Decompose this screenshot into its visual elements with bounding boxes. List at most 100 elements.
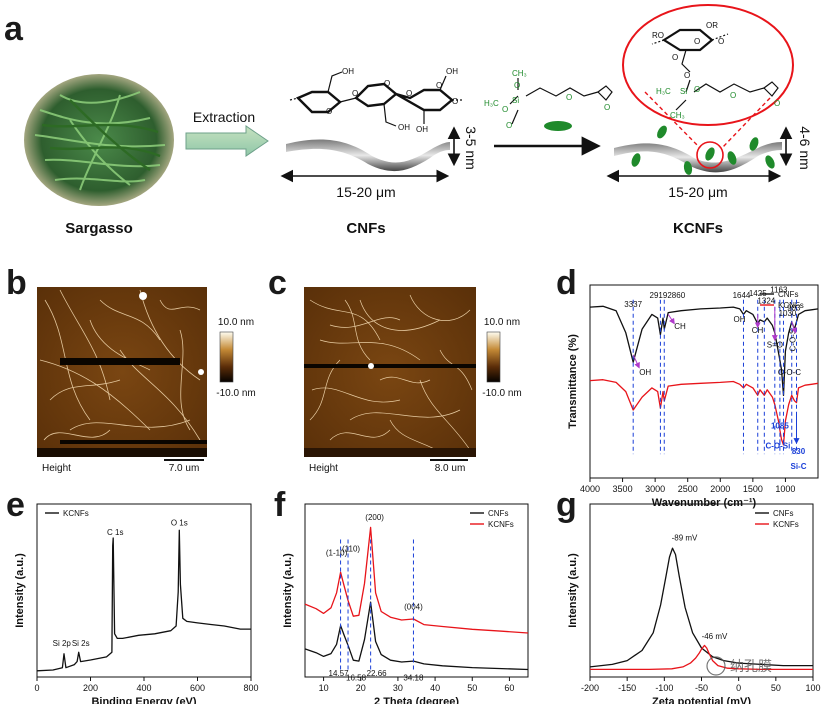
series-line-cnfs	[589, 547, 813, 668]
annotation: (110)	[342, 545, 360, 554]
kcnf-zoom-circle	[696, 141, 724, 169]
inset-ro: RO	[652, 31, 664, 40]
inset-h3c: H₃C	[656, 87, 671, 96]
kcnf-inset: RO OR O O O O Si O H₃C CH₃ O O	[622, 4, 794, 126]
inset-or: OR	[706, 21, 718, 30]
panel-b: b Height 7.0 um 10.0 nm -10.0 nm	[6, 264, 256, 474]
silane-ch3: CH₃	[512, 69, 527, 78]
inset-o-3: O	[672, 53, 678, 62]
panel-e-label: e	[6, 486, 25, 524]
annotation: (1-10)	[326, 548, 348, 557]
x-tick-label: 40	[430, 683, 440, 693]
annotation: -89 mV	[672, 534, 698, 543]
annotation: C-O-S	[789, 329, 798, 352]
annotation: Si 2p	[53, 639, 72, 648]
legend-label: KCNFs	[773, 520, 799, 529]
annotation: 1030	[779, 309, 797, 318]
annotation: (200)	[365, 513, 384, 522]
chem-o-2: O	[352, 89, 358, 98]
panel-a: a Sargasso Extraction	[4, 4, 813, 237]
x-tick-label: 2000	[710, 484, 730, 494]
kcnf-length: 15-20 μm	[668, 184, 727, 200]
chem-o-5: O	[436, 81, 442, 90]
x-axis-label: 2 Theta (degree)	[374, 696, 459, 704]
x-tick-label: 50	[467, 683, 477, 693]
x-tick-label: -100	[655, 683, 673, 693]
panel-b-label: b	[6, 264, 27, 302]
silane-h3c: H₃C	[484, 99, 499, 108]
inset-ch3: CH₃	[670, 111, 685, 120]
watermark: 纳孔膜	[706, 656, 772, 676]
cnf-length: 15-20 μm	[336, 184, 395, 200]
x-tick-label: 600	[190, 683, 205, 693]
series-line-cnfs	[304, 601, 529, 671]
annotation: C-O-Si	[765, 442, 790, 451]
annotation: C 1s	[107, 528, 123, 537]
afm-scale-min-c: -10.0 nm	[482, 388, 521, 399]
silane-o-1: O	[514, 81, 520, 90]
afm-scale-max-b: 10.0 nm	[218, 317, 254, 328]
kcnf-fiber	[614, 142, 782, 173]
silane-o-3: O	[506, 121, 512, 130]
afm-height-label-c: Height	[309, 463, 338, 474]
x-tick-label: 60	[504, 683, 514, 693]
x-tick-label: 0	[34, 683, 39, 693]
inset-line-left	[644, 91, 701, 149]
annotation: 1644	[733, 291, 751, 300]
silane-o-4: O	[566, 93, 572, 102]
afm-fibers-c	[309, 294, 473, 453]
inset-o-6: O	[730, 91, 736, 100]
cellulose-structure	[289, 71, 462, 127]
legend-label: CNFs	[773, 509, 793, 518]
peak-arrow	[667, 314, 675, 325]
chem-o-1: O	[326, 107, 332, 116]
annotation: O 1s	[171, 519, 188, 528]
kcnfs-label: KCNFs	[673, 220, 723, 237]
series-line-kcnfs	[304, 526, 529, 634]
silane-structure	[509, 78, 613, 125]
x-tick-label: 3000	[645, 484, 665, 494]
chem-oh-3: OH	[446, 67, 458, 76]
sargasso-photo	[24, 74, 174, 206]
extraction-label: Extraction	[193, 109, 255, 125]
inset-o-4: O	[684, 71, 690, 80]
x-tick-label: 3500	[613, 484, 633, 494]
afm-image-c	[304, 287, 476, 457]
chem-oh-1: OH	[342, 67, 354, 76]
x-tick-label: 20	[356, 683, 366, 693]
chart-e: 0 200 400 600 800 Binding Energy (eV) Intensit…	[14, 509, 259, 708]
annotation: 830	[792, 447, 806, 456]
cnf-fiber	[286, 139, 450, 172]
x-axis-label: Wavenumber (cm⁻¹)	[652, 497, 757, 509]
silane-o-5: O	[604, 103, 610, 112]
peak-arrow	[791, 321, 797, 334]
panel-a-label: a	[4, 10, 24, 48]
panel-d: d 4000 3500 3000 2500 2000 1500 1000 Wavenumber…	[556, 264, 819, 509]
chart-f-frame	[304, 503, 529, 678]
legend-label: KCNFs	[488, 520, 514, 529]
annotation: 2919	[650, 291, 668, 300]
panel-f-label: f	[274, 486, 286, 524]
x-tick-label: 10	[319, 683, 329, 693]
series-line-kcnfs	[589, 379, 819, 446]
chem-o-3: O	[384, 79, 390, 88]
panel-g: g -200 -150 -100 -50 0 50 100 Zeta potential (m…	[556, 486, 821, 708]
x-tick-label: 50	[771, 683, 781, 693]
chart-d: 4000 3500 3000 2500 2000 1500 1000 Wavenumber (…	[567, 285, 819, 509]
afm-scale-max-c: 10.0 nm	[484, 317, 520, 328]
silane-o-2: O	[502, 105, 508, 114]
x-axis-label: Binding Energy (eV)	[91, 696, 196, 704]
annotation: -46 mV	[702, 632, 728, 641]
x-tick-label: 800	[243, 683, 258, 693]
panel-g-label: g	[556, 486, 577, 524]
inset-o-2: O	[718, 37, 724, 46]
chem-oh-2: OH	[398, 123, 410, 132]
y-axis-label: Intensity (a.u.)	[14, 553, 26, 628]
x-tick-label: 4000	[580, 484, 600, 494]
chem-o-6: O	[452, 97, 458, 106]
x-tick-label: 400	[136, 683, 151, 693]
cnf-thickness: 3-5 nm	[463, 126, 479, 170]
x-axis-label: Zeta potential (mV)	[652, 696, 751, 704]
afm-height-label-b: Height	[42, 463, 71, 474]
